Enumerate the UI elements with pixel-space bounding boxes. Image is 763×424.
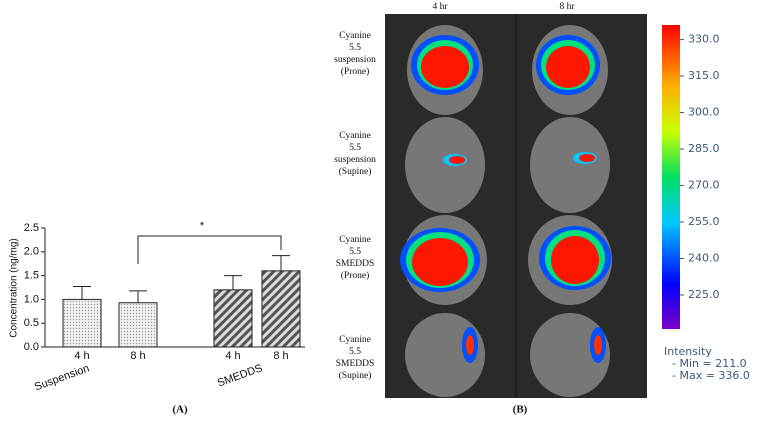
colorbar-tick-label: 285.0 bbox=[688, 142, 720, 155]
error-bar bbox=[73, 286, 91, 300]
row-label: (Supine) bbox=[339, 370, 372, 381]
row-label: suspension bbox=[334, 155, 376, 165]
x-tick-label: 4 h bbox=[225, 350, 240, 362]
colorbar-tick-label: 330.0 bbox=[688, 33, 720, 46]
row-label: (Supine) bbox=[339, 166, 372, 177]
row-label: SMEDDS bbox=[336, 259, 375, 269]
group-label: SMEDDS bbox=[216, 362, 264, 389]
y-tick-label: 0.5 bbox=[24, 317, 39, 329]
row-label: 5.5 bbox=[349, 247, 361, 257]
column-header: 4 hr bbox=[432, 2, 448, 12]
colorbar-tick-label: 300.0 bbox=[688, 106, 720, 119]
row-label: (Prone) bbox=[341, 66, 370, 77]
colorbar-tick-label: 315.0 bbox=[688, 69, 720, 82]
y-tick-label: 1.5 bbox=[24, 270, 39, 282]
image-panel bbox=[385, 14, 647, 398]
colorbar-tick-label: 240.0 bbox=[688, 251, 720, 264]
error-bar bbox=[129, 290, 147, 303]
row-label: SMEDDS bbox=[336, 359, 375, 369]
x-tick-label: 8 h bbox=[273, 350, 288, 362]
bar bbox=[118, 302, 158, 348]
y-tick-label: 2.5 bbox=[24, 222, 39, 234]
error-bar bbox=[272, 255, 290, 271]
colorbar-tick-label: 270.0 bbox=[688, 179, 720, 192]
x-tick-label: 4 h bbox=[74, 350, 89, 362]
row-label: Cyanine bbox=[339, 31, 371, 41]
bar bbox=[62, 298, 102, 348]
error-bar bbox=[224, 275, 242, 290]
panel-label: (A) bbox=[172, 404, 188, 416]
y-tick-label: 0.0 bbox=[24, 341, 39, 353]
row-label: Cyanine bbox=[339, 235, 371, 245]
bar bbox=[261, 270, 301, 348]
y-tick-label: 2.0 bbox=[24, 246, 39, 258]
row-label: 5.5 bbox=[349, 43, 361, 53]
x-tick-label: 8 h bbox=[130, 350, 145, 362]
significance-bracket bbox=[137, 235, 282, 264]
row-label: (Prone) bbox=[341, 270, 370, 281]
legend-text: Intensity bbox=[664, 345, 712, 358]
colorbar bbox=[662, 25, 680, 329]
legend-text: - Max = 336.0 bbox=[672, 369, 750, 382]
y-tick-label: 1.0 bbox=[24, 293, 39, 305]
group-label: Suspension bbox=[33, 362, 91, 393]
row-label: 5.5 bbox=[349, 347, 361, 357]
row-label: suspension bbox=[334, 55, 376, 65]
panel-label: (B) bbox=[513, 404, 528, 416]
colorbar-tick-label: 255.0 bbox=[688, 215, 720, 228]
colorbar-tick-label: 225.0 bbox=[688, 288, 720, 301]
signal bbox=[400, 35, 611, 363]
bar bbox=[213, 289, 253, 348]
row-label: 5.5 bbox=[349, 143, 361, 153]
legend-text: - Min = 211.0 bbox=[672, 357, 747, 370]
row-label: Cyanine bbox=[339, 335, 371, 345]
annotation: * bbox=[200, 220, 205, 232]
y-axis-label: Concentration (ng/mg) bbox=[9, 238, 20, 338]
row-label: Cyanine bbox=[339, 131, 371, 141]
column-header: 8 hr bbox=[559, 2, 575, 12]
